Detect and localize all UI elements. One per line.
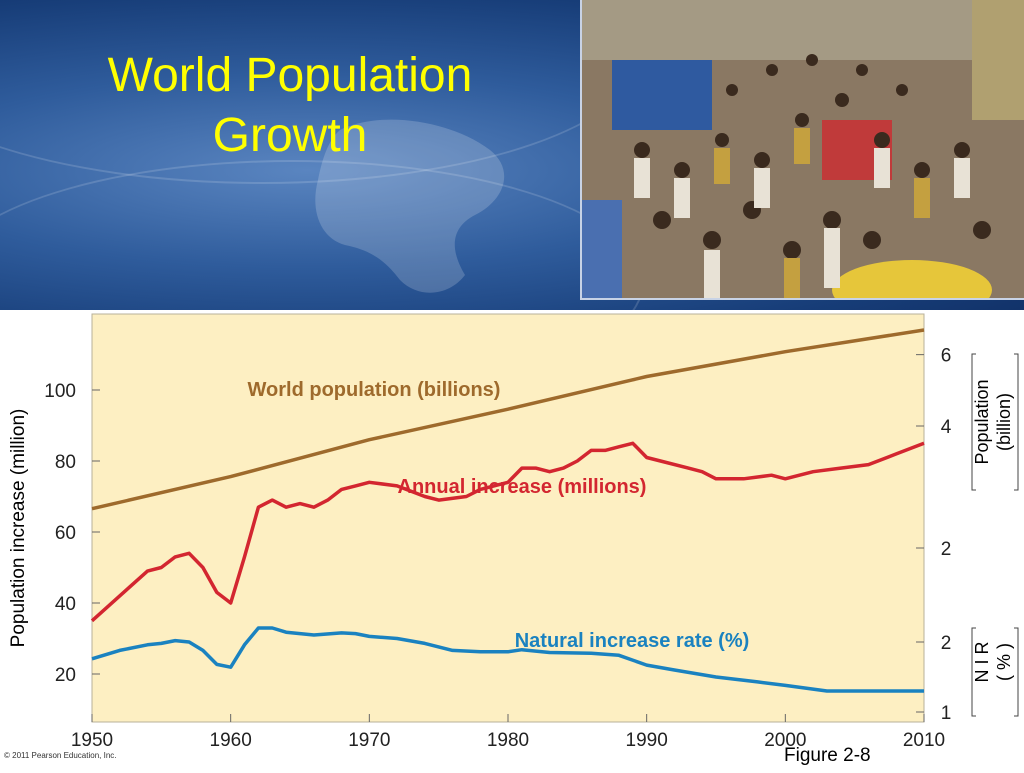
nir-axis-title: N I R ( % ): [972, 641, 1014, 682]
copyright-notice: © 2011 Pearson Education, Inc.: [4, 751, 116, 760]
population-tick-label: 6: [941, 346, 952, 367]
x-tick-label: 1980: [487, 730, 529, 751]
left-tick-label: 80: [55, 452, 76, 473]
annual-increase-series-label: Annual increase (millions): [398, 476, 647, 498]
population-axis-label-line2: (billion): [994, 393, 1014, 451]
x-tick-label: 1990: [626, 730, 668, 751]
crowd-photo-illustration: [582, 0, 1024, 298]
population-tick-label: 2: [941, 539, 952, 560]
x-tick-label: 1950: [71, 730, 113, 751]
left-tick-label: 40: [55, 594, 76, 615]
crowd-photo: [580, 0, 1024, 300]
x-tick-label: 1970: [348, 730, 390, 751]
population-axis-label-line1: Population: [972, 379, 992, 464]
population-axis-bracket: [1014, 354, 1018, 490]
x-tick-label: 2010: [903, 730, 945, 751]
background-swoosh: [0, 160, 644, 310]
slide-title: World Population Growth: [40, 46, 540, 166]
natural-increase-series-label: Natural increase rate (%): [515, 630, 750, 652]
nir-tick-label: 2: [941, 633, 952, 654]
slide-title-line-1: World Population: [40, 46, 540, 106]
population-tick-label: 4: [941, 417, 952, 438]
nir-tick-label: 1: [941, 703, 952, 724]
nir-axis-label-line2: ( % ): [994, 643, 1014, 681]
nir-axis-bracket: [1014, 628, 1018, 716]
left-tick-label: 100: [44, 381, 76, 402]
plot-background: [92, 314, 924, 722]
world-population-series-label: World population (billions): [248, 379, 501, 401]
slide-title-line-2: Growth: [40, 106, 540, 166]
x-tick-label: 1960: [210, 730, 252, 751]
left-tick-label: 20: [55, 665, 76, 686]
left-axis-label: Population increase (million): [8, 409, 29, 648]
title-banner: World Population Growth: [0, 0, 1024, 310]
figure-label: Figure 2-8: [784, 745, 871, 767]
left-tick-label: 60: [55, 523, 76, 544]
nir-axis-label-line1: N I R: [972, 641, 992, 682]
population-axis-title: Population (billion): [972, 379, 1014, 464]
